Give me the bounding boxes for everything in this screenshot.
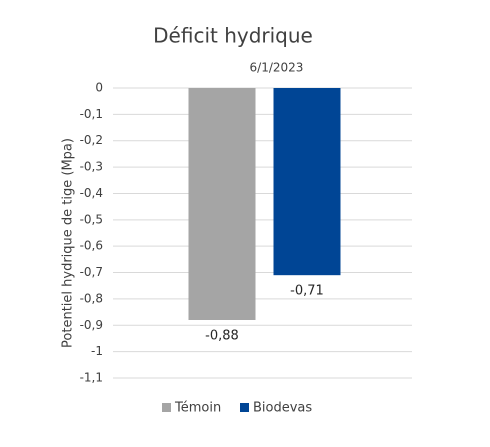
data-label: -0,71 [290, 284, 324, 299]
legend-label: Biodevas [253, 401, 312, 416]
y-tick-label: -0,5 [80, 212, 103, 226]
legend-swatch [240, 403, 249, 412]
y-tick-label: -0,1 [80, 107, 103, 121]
legend-label: Témoin [174, 401, 221, 416]
bar [188, 88, 256, 320]
y-tick-label: -0,4 [80, 186, 103, 200]
y-tick-label: -1 [91, 344, 103, 358]
y-tick-label: -0,6 [80, 239, 103, 253]
y-tick-label: -0,7 [80, 265, 103, 279]
y-tick-label: 0 [95, 81, 103, 95]
x-tick-label: 6/1/2023 [250, 61, 304, 75]
y-tick-label: -1,1 [80, 371, 103, 385]
y-tick-label: -0,2 [80, 133, 103, 147]
y-tick-label: -0,8 [80, 291, 103, 305]
y-tick-label: -0,3 [80, 160, 103, 174]
chart-title: Déficit hydrique [153, 24, 313, 48]
data-label: -0,88 [205, 329, 239, 344]
y-axis-label: Potentiel hydrique de tige (Mpa) [61, 138, 76, 348]
legend-swatch [162, 403, 171, 412]
y-tick-label: -0,9 [80, 318, 103, 332]
bar [273, 88, 341, 276]
